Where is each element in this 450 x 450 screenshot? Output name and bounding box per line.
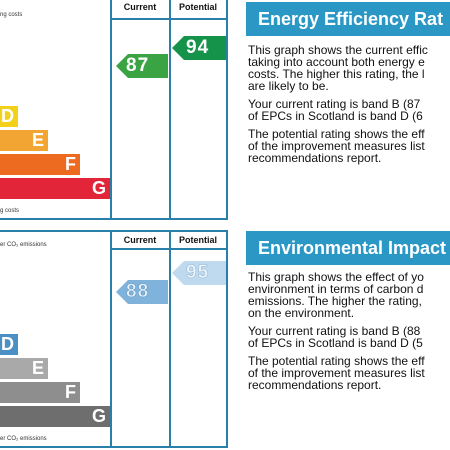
energy-current-arrow bbox=[116, 54, 168, 78]
environment-panel-title: Environmental Impact bbox=[246, 231, 450, 265]
environment-potential-header: Potential bbox=[178, 235, 217, 245]
environment-band-g: G bbox=[0, 406, 110, 427]
energy-band-e: E bbox=[0, 130, 48, 151]
environment-current-header: Current bbox=[123, 235, 157, 245]
energy-potential-header: Potential bbox=[178, 2, 217, 12]
environment-current-arrow bbox=[116, 280, 168, 304]
energy-header-line bbox=[110, 18, 226, 20]
energy-potential-arrow bbox=[172, 36, 226, 60]
energy-panel-title: Energy Efficiency Rat bbox=[246, 2, 450, 36]
energy-paragraph-3: The potential rating shows the eff of th… bbox=[248, 127, 425, 165]
energy-divider-left bbox=[110, 0, 112, 220]
energy-paragraph-2: Your current rating is band B (87 of EPC… bbox=[248, 97, 423, 123]
energy-paragraph-1: This graph shows the current effic takin… bbox=[248, 44, 428, 93]
environment-band-f: F bbox=[0, 382, 80, 403]
environment-current-value: 88 bbox=[126, 281, 150, 302]
energy-bottom-caption: g costs bbox=[0, 208, 20, 214]
environment-paragraph-2: Your current rating is band B (88 of EPC… bbox=[248, 324, 423, 350]
environment-band-e: E bbox=[0, 358, 48, 379]
environment-band-d: D bbox=[0, 334, 18, 355]
environment-bottom-caption: er CO₂ emissions bbox=[0, 436, 47, 442]
energy-band-d: D bbox=[0, 106, 18, 127]
energy-top-caption: ng costs bbox=[0, 12, 23, 18]
environment-top-caption: er CO₂ emissions bbox=[0, 242, 47, 248]
environment-potential-arrow bbox=[172, 261, 226, 285]
energy-current-header: Current bbox=[123, 2, 157, 12]
environment-paragraph-3: The potential rating shows the eff of th… bbox=[248, 354, 425, 392]
energy-band-g: G bbox=[0, 178, 110, 199]
environment-panel-text: This graph shows the effect of yo enviro… bbox=[248, 271, 450, 397]
environment-potential-value: 95 bbox=[186, 262, 210, 283]
energy-panel-text: This graph shows the current effic takin… bbox=[248, 44, 450, 170]
environmental-impact-section: Current Potential er CO₂ emissions 95 88… bbox=[0, 230, 450, 450]
environment-divider-left bbox=[110, 230, 112, 448]
environment-header-line bbox=[110, 248, 226, 250]
environment-paragraph-1: This graph shows the effect of yo enviro… bbox=[248, 271, 424, 320]
energy-potential-value: 94 bbox=[186, 37, 210, 58]
energy-current-value: 87 bbox=[126, 55, 150, 76]
energy-divider-mid bbox=[169, 0, 171, 220]
energy-efficiency-section: Current Potential ng costs D E F G g cos… bbox=[0, 0, 450, 220]
environment-divider-mid bbox=[169, 230, 171, 448]
energy-band-f: F bbox=[0, 154, 80, 175]
